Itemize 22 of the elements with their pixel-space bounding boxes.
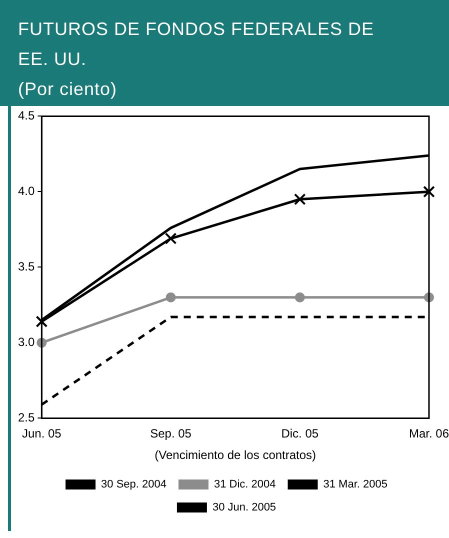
x-tick-label: Sep. 05 — [150, 426, 192, 441]
x-tick-label: Jun. 05 — [22, 426, 62, 441]
x-tick-label: Mar. 06 — [408, 426, 449, 441]
legend-label: 30 Jun. 2005 — [212, 502, 276, 514]
point — [166, 292, 176, 302]
y-tick-label: 4.5 — [18, 108, 35, 123]
y-tick-label: 4.0 — [18, 184, 35, 198]
y-tick-label: 3.5 — [18, 260, 35, 274]
point — [164, 232, 177, 244]
x-axis-title: (Vencimiento de los contratos) — [154, 448, 316, 462]
point — [294, 292, 305, 302]
point — [294, 193, 306, 206]
point — [423, 186, 435, 198]
chart-subtitle: (Por ciento) — [18, 78, 118, 101]
x-tick-label: Dic. 05 — [281, 426, 319, 441]
point — [36, 316, 48, 328]
legend-label: 31 Mar. 2005 — [323, 478, 388, 491]
legend-label: 31 Dic. 2004 — [214, 478, 276, 491]
y-tick-label: 3.0 — [18, 335, 35, 350]
y-tick-label: 2.5 — [18, 410, 35, 425]
chart-title: FUTUROS DE FONDOS FEDERALES DE EE. UU. — [18, 18, 376, 71]
legend-label: 30 Sep. 2004 — [101, 478, 166, 491]
